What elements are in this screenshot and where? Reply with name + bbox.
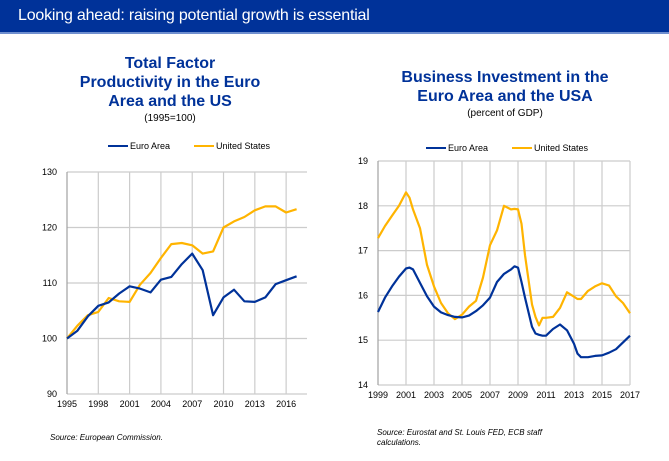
x-tick-label: 2007: [182, 399, 202, 409]
series-line-united-states: [377, 191, 631, 327]
y-tick-label: 16: [358, 290, 368, 300]
y-tick-label: 18: [358, 201, 368, 211]
legend-item-euro-area: Euro Area: [108, 141, 170, 151]
y-tick-label: 90: [47, 389, 57, 399]
y-tick-label: 130: [42, 167, 57, 177]
x-tick-label: 1999: [368, 390, 388, 400]
x-tick-label: 2013: [564, 390, 584, 400]
investment-chart-title: Business Investment in the Euro Area and…: [375, 68, 635, 106]
legend-label-euro-area: Euro Area: [130, 141, 171, 151]
investment-title-line-2: Euro Area and the USA: [417, 88, 593, 105]
x-tick-label: 1998: [88, 399, 108, 409]
legend-label-united-states: United States: [216, 141, 271, 151]
x-tick-label: 1995: [57, 399, 77, 409]
legend-item-united-states: United States: [194, 141, 270, 151]
legend-swatch-euro-area: [108, 145, 128, 147]
x-tick-label: 2017: [620, 390, 640, 400]
x-tick-label: 2016: [276, 399, 296, 409]
x-tick-label: 2011: [536, 390, 555, 400]
legend-swatch-euro-area: [426, 147, 446, 149]
x-tick-label: 2007: [480, 390, 500, 400]
investment-legend: Euro Area United States: [426, 143, 612, 153]
tfp-legend: Euro Area United States: [108, 141, 294, 151]
slide-title: Looking ahead: raising potential growth …: [18, 7, 370, 24]
x-tick-label: 2001: [396, 390, 416, 400]
tfp-title-line-1: Total Factor: [124, 55, 216, 72]
legend-item-united-states: United States: [512, 143, 588, 153]
x-tick-label: 2013: [245, 399, 265, 409]
y-tick-label: 15: [358, 335, 368, 345]
x-tick-label: 2005: [452, 390, 472, 400]
series-line-euro-area: [66, 252, 297, 340]
y-tick-label: 100: [42, 334, 57, 344]
legend-swatch-united-states: [194, 145, 215, 147]
y-tick-label: 110: [43, 278, 57, 288]
legend-label-united-states: United States: [534, 143, 589, 153]
y-tick-label: 17: [358, 246, 368, 256]
tfp-title-line-2: Productivity in the Euro: [79, 74, 261, 91]
tfp-source: Source: European Commission.: [50, 433, 163, 442]
x-tick-label: 2015: [592, 390, 612, 400]
investment-title-line-1: Business Investment in the: [401, 69, 609, 86]
x-tick-label: 2004: [151, 399, 171, 409]
investment-source-line-2: calculations.: [377, 438, 422, 447]
tfp-chart-subtitle: (1995=100): [144, 113, 196, 124]
investment-source: Source: Eurostat and St. Louis FED, ECB …: [377, 428, 542, 448]
investment-chart-subtitle: (percent of GDP): [467, 108, 543, 119]
x-tick-label: 2001: [120, 399, 140, 409]
tfp-chart-title: Total Factor Productivity in the Euro Ar…: [50, 54, 290, 111]
x-tick-label: 2003: [424, 390, 444, 400]
legend-item-euro-area: Euro Area: [426, 143, 488, 153]
series-line-euro-area: [377, 265, 631, 359]
investment-source-line-1: Source: Eurostat and St. Louis FED, ECB …: [377, 428, 542, 437]
x-tick-label: 2009: [508, 390, 528, 400]
legend-label-euro-area: Euro Area: [448, 143, 489, 153]
y-tick-label: 14: [358, 380, 368, 390]
y-tick-label: 19: [358, 156, 368, 166]
x-tick-label: 2010: [214, 399, 234, 409]
tfp-title-line-3: Area and the US: [108, 93, 232, 110]
legend-swatch-united-states: [512, 147, 533, 149]
y-tick-label: 120: [42, 223, 57, 233]
slide-header: Looking ahead: raising potential growth …: [0, 0, 669, 34]
